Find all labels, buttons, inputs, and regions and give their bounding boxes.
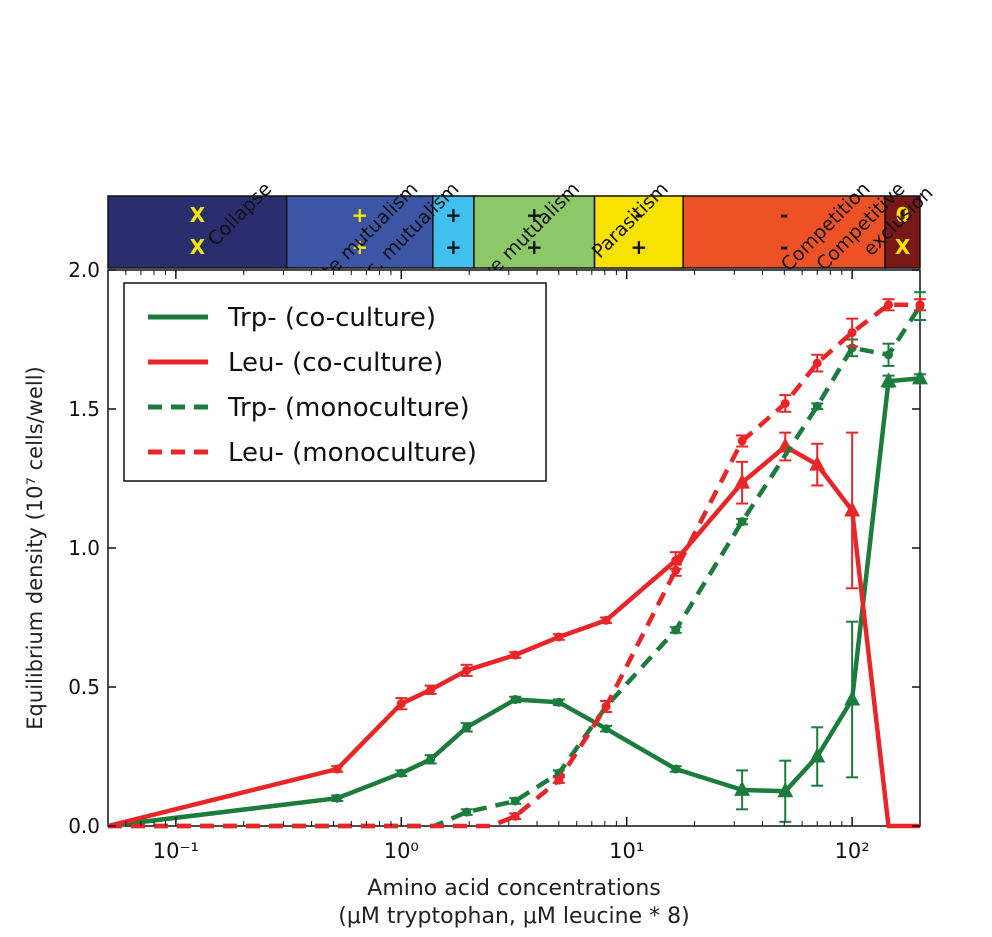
legend-label: Leu- (monoculture) [228, 438, 477, 468]
data-point [462, 665, 472, 675]
x-axis-label-line2: (μM tryptophan, μM leucine * 8) [338, 904, 690, 929]
region-block [473, 195, 596, 269]
region-symbol-top: + [526, 203, 543, 227]
legend-label: Leu- (co-culture) [228, 348, 443, 378]
series-group [108, 298, 926, 829]
region-symbol-bottom: + [526, 235, 543, 259]
data-point [737, 517, 747, 527]
data-point [884, 350, 894, 360]
data-point [510, 811, 520, 821]
data-point [844, 690, 861, 706]
data-point [554, 775, 564, 785]
series-group [107, 369, 928, 829]
legend-label: Trp- (monoculture) [227, 393, 470, 423]
region-symbol-bottom: + [351, 235, 368, 259]
region-block [884, 195, 921, 269]
data-point [847, 328, 857, 338]
region-symbol-top: X [190, 203, 206, 227]
data-point [671, 764, 681, 774]
legend-label: Trp- (co-culture) [227, 303, 436, 333]
y-tick-label: 1.5 [68, 397, 100, 421]
region-block [682, 195, 886, 269]
y-tick-label: 0.5 [68, 675, 100, 699]
data-point [426, 685, 436, 695]
y-axis-label-text: Equilibrium density (10⁷ cells/well) [23, 366, 47, 729]
region-symbol-bottom: X [895, 235, 911, 259]
region-symbol-bottom: X [190, 235, 206, 259]
data-point [884, 300, 894, 310]
data-point [812, 358, 822, 368]
y-tick-label: 2.0 [68, 258, 100, 282]
interaction-regions-bar: XX++++++-+--0X [107, 195, 921, 269]
y-axis-label: Equilibrium density (10⁷ cells/well) [23, 366, 47, 729]
region-symbol-bottom: - [780, 235, 788, 259]
data-point [332, 764, 342, 774]
region-block [432, 195, 475, 269]
region-symbol-bottom: + [445, 235, 462, 259]
region-symbol-top: + [445, 203, 462, 227]
x-tick-label: 10⁰ [384, 839, 419, 863]
region-symbol-top: 0 [896, 203, 910, 227]
data-point [809, 455, 826, 471]
data-point [777, 782, 794, 798]
data-point [734, 473, 751, 489]
y-tick-label: 1.0 [68, 536, 100, 560]
x-tick-label: 10¹ [609, 839, 644, 863]
x-tick-label: 10⁻¹ [153, 839, 199, 863]
region-symbol-top: - [635, 203, 643, 227]
region-block [593, 195, 684, 269]
data-point [601, 724, 611, 734]
data-point [737, 436, 747, 446]
data-point [510, 650, 520, 660]
data-point [510, 796, 520, 806]
data-point [396, 699, 406, 709]
y-tick-label: 0.0 [68, 814, 100, 838]
data-point [912, 369, 928, 385]
data-point [510, 695, 520, 705]
x-axis-label-line1: Amino acid concentrations [367, 876, 661, 901]
series-layer [107, 291, 928, 829]
data-point [915, 300, 925, 310]
data-point [554, 632, 564, 642]
region-symbol-top: + [351, 203, 368, 227]
data-point [554, 697, 564, 707]
data-point [844, 501, 861, 517]
x-tick-label: 10² [835, 839, 870, 863]
data-point [734, 780, 751, 796]
region-block [107, 195, 288, 269]
region-symbol-bottom: + [630, 235, 647, 259]
data-point [671, 625, 681, 635]
legend: Trp- (co-culture) Leu- (co-culture) Trp- (… [123, 282, 547, 482]
data-point [809, 747, 826, 763]
data-point [426, 754, 436, 764]
data-point [332, 793, 342, 803]
data-point [880, 372, 897, 388]
region-symbol-top: - [780, 203, 788, 227]
data-point [396, 768, 406, 778]
data-point [462, 722, 472, 732]
data-point [671, 565, 681, 575]
data-point [812, 401, 822, 411]
data-point [601, 701, 611, 711]
axis-ticks: 0.0 0.5 1.0 1.5 2.0 10⁻¹ 10⁰ 10¹ 10² [68, 258, 920, 863]
data-point [462, 807, 472, 817]
data-point [601, 615, 611, 625]
data-point [780, 398, 790, 408]
